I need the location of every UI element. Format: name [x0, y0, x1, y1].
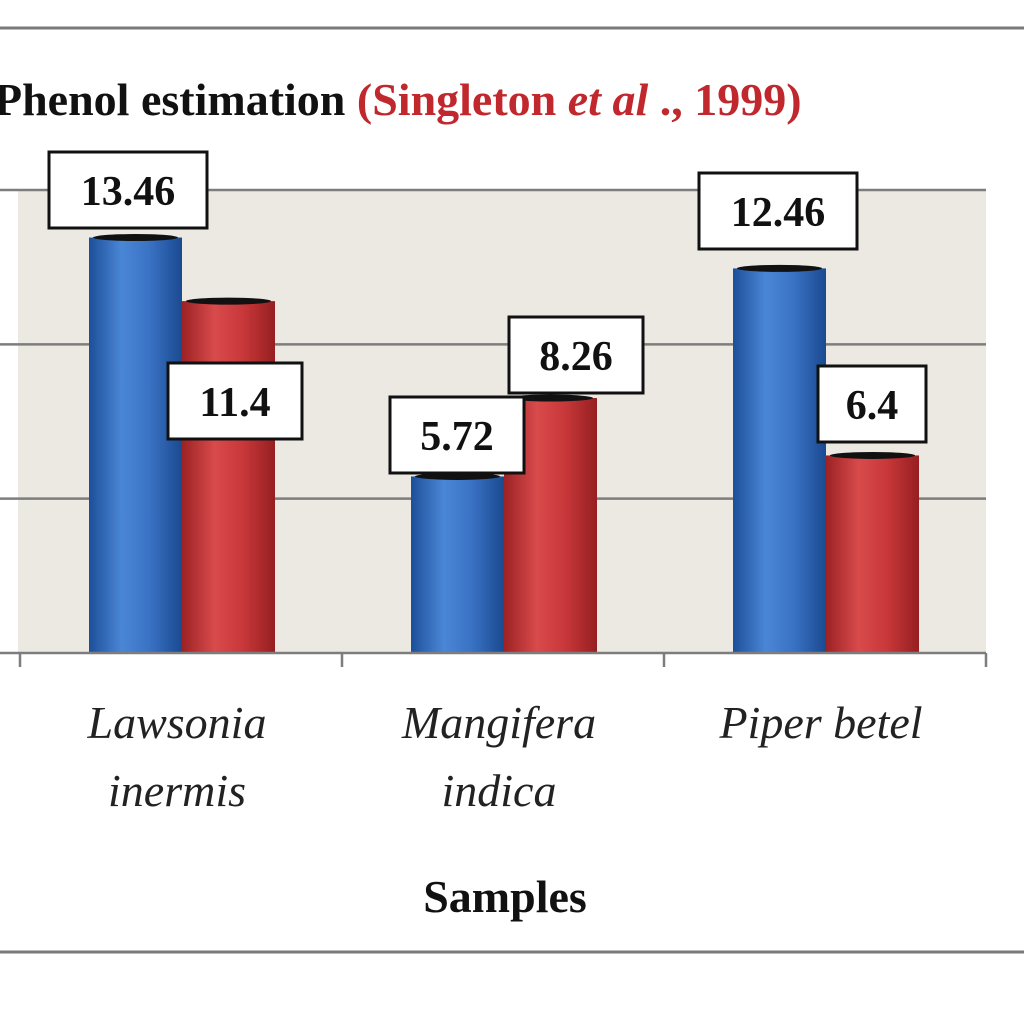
x-tick-label: inermis: [108, 765, 246, 816]
data-label: 12.46: [731, 190, 826, 236]
data-label: 8.26: [539, 334, 613, 380]
data-label-box: [816, 364, 928, 444]
data-label: 11.4: [199, 380, 270, 426]
bar: [89, 237, 182, 653]
x-tick-label: Mangifera: [401, 697, 596, 748]
x-tick-label: Piper betel: [718, 697, 922, 748]
bar: [826, 455, 919, 653]
x-axis: Lawsonia inermis Mangifera indica Piper bete…: [0, 651, 988, 816]
bars: [89, 234, 919, 653]
bar: [182, 301, 275, 653]
citation-suffix: ., 1999): [660, 74, 802, 125]
data-label-box: [47, 150, 209, 230]
bar-top-cap: [186, 297, 271, 305]
bar-top-cap: [737, 264, 822, 272]
data-label-box: [507, 315, 645, 395]
chart-title-text: Phenol estimation: [0, 74, 345, 125]
bar-top-cap: [508, 394, 593, 402]
data-label-box: [166, 361, 304, 441]
x-tick-label: indica: [442, 765, 557, 816]
bar-top-cap: [415, 472, 500, 480]
data-label: 6.4: [846, 383, 899, 429]
bar: [733, 268, 826, 653]
bar-top-cap: [830, 451, 915, 459]
citation-prefix: (Singleton: [357, 74, 568, 125]
chart-title: Phenol estimation (Singleton et al ., 19…: [0, 74, 802, 125]
data-label-box: [697, 171, 859, 251]
citation-italic: et al: [568, 74, 649, 125]
data-label-box: [388, 395, 526, 475]
bar-top-cap: [93, 234, 178, 242]
x-tick-label: Lawsonia: [87, 697, 267, 748]
x-axis-label: Samples: [423, 871, 587, 922]
data-labels: 13.46 5.72 12.46 11.4 8.26 6.4: [47, 150, 928, 475]
data-label: 13.46: [81, 169, 176, 215]
data-label: 5.72: [420, 414, 494, 460]
bar: [411, 476, 504, 653]
